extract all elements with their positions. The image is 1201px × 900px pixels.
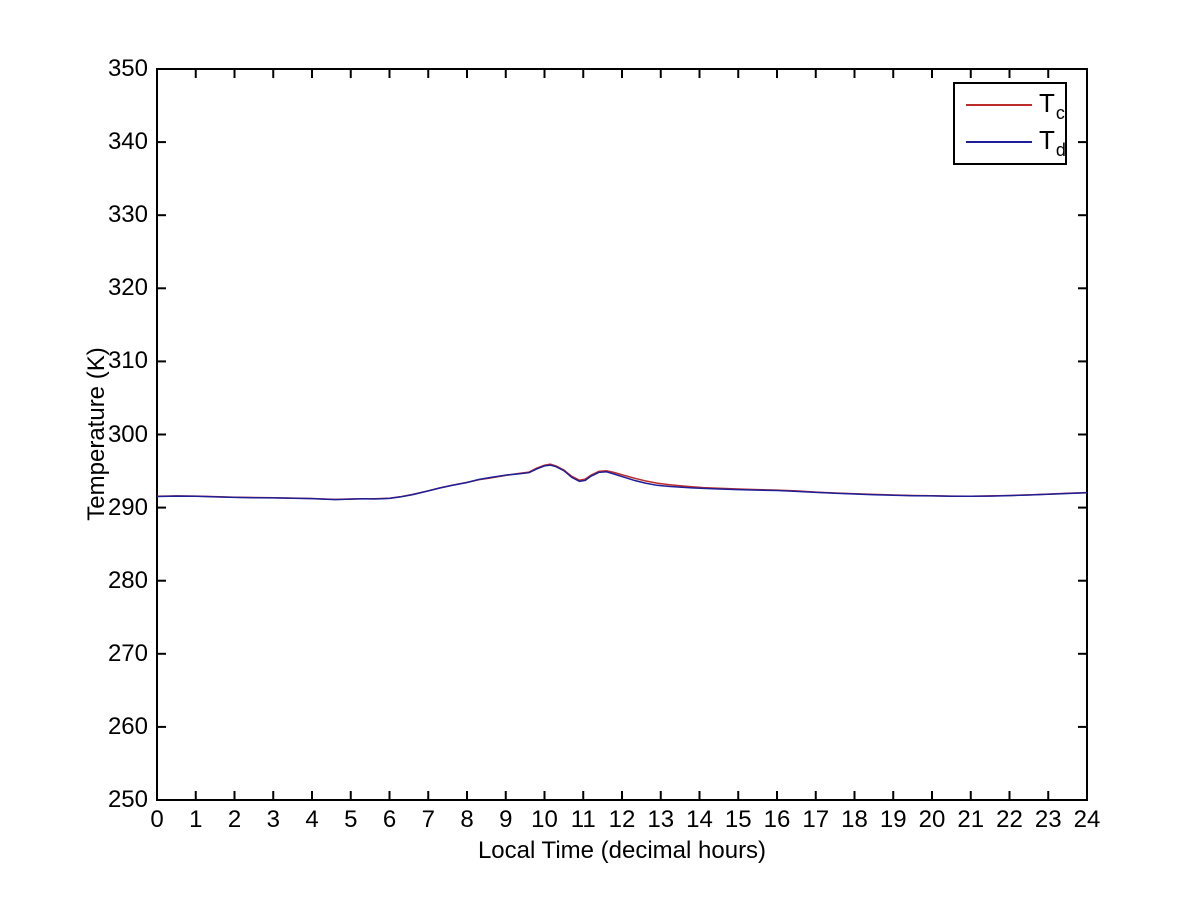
x-axis-label: Local Time (decimal hours) bbox=[477, 837, 767, 864]
y-tick-label: 270 bbox=[107, 639, 148, 667]
td-legend-label: Td bbox=[1039, 125, 1066, 160]
series-line-T_c bbox=[156, 463, 1088, 501]
y-tick-label: 290 bbox=[107, 493, 148, 521]
tc-legend-label: Tc bbox=[1039, 88, 1065, 123]
x-tick-label: 22 bbox=[996, 806, 1023, 833]
x-tick-label: 6 bbox=[382, 806, 397, 833]
x-tick-label: 0 bbox=[150, 806, 164, 833]
x-tick-label: 1 bbox=[189, 806, 203, 833]
x-tick-label: 19 bbox=[879, 806, 907, 833]
y-tick-label: 280 bbox=[107, 566, 148, 594]
td-line-sample bbox=[966, 141, 1032, 143]
x-tick-label: 20 bbox=[918, 806, 946, 833]
x-tick-label: 9 bbox=[499, 806, 513, 833]
x-tick-label: 4 bbox=[305, 806, 319, 833]
legend-box: Tc Td bbox=[953, 82, 1067, 165]
plot-frame bbox=[156, 68, 1088, 801]
x-tick-label: 10 bbox=[531, 806, 558, 833]
x-tick-label: 12 bbox=[608, 806, 636, 833]
y-tick-label: 250 bbox=[107, 786, 148, 813]
y-tick-label: 350 bbox=[107, 55, 148, 82]
x-tick-label: 17 bbox=[802, 806, 830, 833]
x-tick-label: 24 bbox=[1073, 806, 1101, 833]
y-tick-label: 310 bbox=[107, 347, 148, 375]
x-tick-label: 5 bbox=[344, 806, 358, 833]
y-tick-label: 320 bbox=[107, 274, 148, 302]
x-tick-label: 11 bbox=[570, 806, 596, 833]
x-tick-label: 15 bbox=[724, 806, 752, 833]
x-tick-label: 8 bbox=[460, 806, 474, 833]
y-tick-label: 260 bbox=[107, 712, 148, 740]
x-tick-label: 3 bbox=[266, 806, 280, 833]
x-tick-label: 14 bbox=[686, 806, 713, 833]
x-tick-label: 21 bbox=[957, 806, 985, 833]
x-tick-label: 13 bbox=[647, 806, 675, 833]
series-line-T_d bbox=[156, 464, 1088, 501]
x-tick-label: 18 bbox=[841, 806, 868, 833]
tc-line-sample bbox=[966, 104, 1032, 106]
x-tick-label: 23 bbox=[1034, 806, 1062, 833]
x-tick-label: 2 bbox=[227, 806, 242, 833]
y-tick-label: 300 bbox=[107, 420, 148, 448]
x-tick-label: 16 bbox=[763, 806, 791, 833]
y-tick-label: 340 bbox=[107, 128, 148, 156]
x-tick-label: 7 bbox=[421, 806, 435, 833]
y-axis-label: Temperature (K) bbox=[83, 347, 110, 521]
y-tick-label: 330 bbox=[107, 201, 148, 229]
